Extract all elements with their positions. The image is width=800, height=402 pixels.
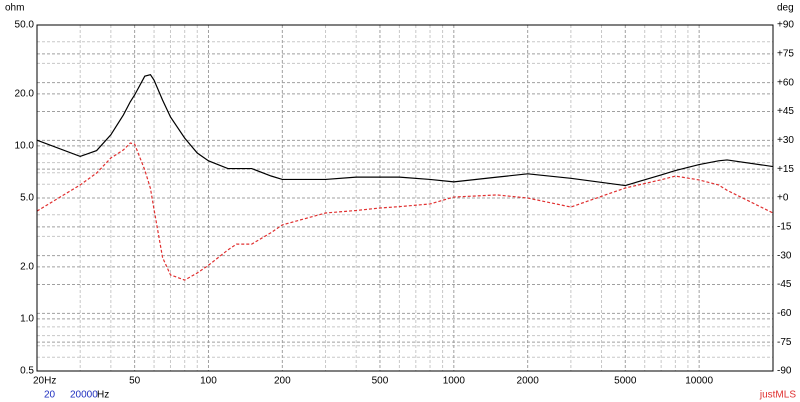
x-tick-label: 50	[129, 376, 141, 387]
x-tick-label: 10000	[685, 376, 713, 387]
y-tick-label: 20.0	[15, 88, 35, 99]
y-tick-label: 5.0	[20, 193, 34, 204]
y-axis-label: ohm	[5, 3, 24, 14]
y-tick-label: 2.0	[20, 261, 34, 272]
y2-tick-label: +75	[777, 48, 794, 59]
x-tick-label: 500	[372, 376, 389, 387]
y2-tick-label: +0	[777, 193, 789, 204]
series-line	[36, 74, 774, 187]
y2-tick-label: -15	[777, 221, 792, 232]
y2-tick-label: -30	[777, 250, 792, 261]
x-tick-label: 20Hz	[33, 376, 56, 387]
footer-start: 20	[44, 390, 56, 401]
y-tick-label: 1.0	[20, 314, 34, 325]
y2-tick-label: +90	[777, 20, 794, 31]
y2-tick-label: +15	[777, 164, 794, 175]
y2-tick-label: -75	[777, 337, 792, 348]
y2-tick-label: +30	[777, 135, 794, 146]
footer-unit: Hz	[97, 390, 109, 401]
y-tick-label: 50.0	[15, 20, 35, 31]
y2-axis-label: deg	[777, 3, 794, 14]
x-tick-label: 2000	[517, 376, 540, 387]
x-tick-label: 200	[274, 376, 291, 387]
y2-tick-label: -90	[777, 366, 792, 377]
y-tick-label: 0.5	[20, 366, 34, 377]
x-tick-label: 1000	[443, 376, 466, 387]
y2-tick-label: +45	[777, 106, 794, 117]
footer-end: 20000	[70, 390, 98, 401]
plot-area	[36, 24, 774, 372]
brand: justMLS	[759, 390, 796, 401]
x-tick-label: 100	[200, 376, 217, 387]
y2-tick-label: -60	[777, 308, 792, 319]
y2-tick-label: -45	[777, 279, 792, 290]
x-tick-label: 5000	[614, 376, 637, 387]
series-line	[36, 142, 774, 281]
y-tick-label: 10.0	[15, 141, 35, 152]
y2-tick-label: +60	[777, 77, 794, 88]
